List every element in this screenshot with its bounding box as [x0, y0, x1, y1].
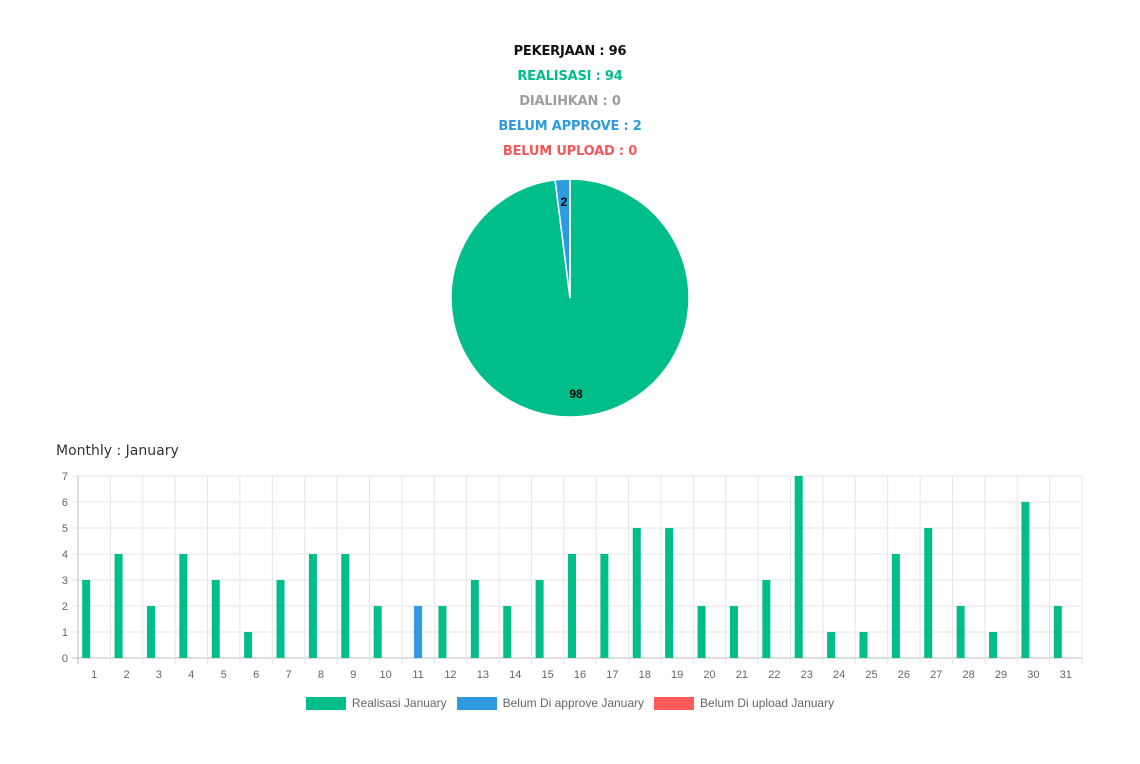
bar-0-6[interactable] — [244, 632, 253, 658]
bar-0-16[interactable] — [568, 554, 576, 658]
dialihkan-total: DIALIHKAN : 0 — [519, 94, 621, 109]
bar-0-20[interactable] — [697, 606, 706, 658]
x-tick-label: 11 — [412, 669, 423, 681]
x-tick-label: 15 — [541, 669, 553, 681]
y-tick-label: 7 — [62, 471, 68, 483]
bar-0-31[interactable] — [1053, 606, 1062, 658]
bar-0-4[interactable] — [179, 554, 188, 658]
bar-1-11[interactable] — [414, 606, 423, 658]
bar-0-7[interactable] — [276, 580, 285, 658]
bar-0-18[interactable] — [632, 528, 641, 658]
x-tick-label: 28 — [963, 669, 975, 681]
bar-0-22[interactable] — [762, 580, 771, 658]
bar-0-14[interactable] — [503, 606, 512, 658]
bar-0-26[interactable] — [891, 554, 900, 658]
bar-0-17[interactable] — [600, 554, 609, 658]
bar-0-27[interactable] — [924, 528, 933, 658]
x-tick-label: 30 — [1027, 669, 1039, 681]
bar-0-12[interactable] — [438, 606, 447, 658]
x-tick-label: 26 — [898, 669, 910, 681]
x-tick-label: 9 — [350, 669, 356, 681]
x-tick-label: 19 — [671, 669, 683, 681]
x-tick-label: 10 — [380, 669, 392, 681]
legend-item-2[interactable]: Belum Di upload January — [654, 696, 834, 710]
bar-0-3[interactable] — [146, 606, 155, 658]
bar-0-15[interactable] — [535, 580, 544, 658]
bar-0-1[interactable] — [82, 580, 91, 658]
x-tick-label: 7 — [285, 669, 291, 681]
x-tick-label: 18 — [639, 669, 651, 681]
x-tick-label: 12 — [444, 669, 456, 681]
x-tick-label: 6 — [253, 669, 259, 681]
pie-slice-1[interactable] — [554, 178, 571, 299]
legend-label: Realisasi January — [351, 696, 447, 710]
x-tick-label: 22 — [768, 669, 780, 681]
bar-0-28[interactable] — [956, 606, 965, 658]
x-tick-label: 14 — [509, 669, 521, 681]
belum-upload-total: BELUM UPLOAD : 0 — [502, 144, 638, 159]
y-tick-label: 4 — [62, 549, 68, 561]
bar-0-23[interactable] — [794, 476, 803, 658]
pekerjaan-total: PEKERJAAN : 96 — [513, 44, 627, 59]
legend-item-1[interactable]: Belum Di approve January — [456, 696, 645, 710]
x-tick-label: 4 — [188, 669, 194, 681]
bar-0-10[interactable] — [373, 606, 382, 658]
y-tick-label: 0 — [62, 653, 68, 665]
monthly-title: Monthly : January — [56, 443, 179, 459]
y-tick-label: 2 — [62, 601, 68, 613]
pie-chart: 98 2 — [450, 178, 690, 418]
x-tick-label: 31 — [1060, 669, 1072, 681]
bar-0-8[interactable] — [308, 554, 317, 658]
x-tick-label: 1 — [91, 669, 97, 681]
bar-0-29[interactable] — [989, 632, 998, 658]
bar-0-24[interactable] — [827, 632, 836, 658]
x-tick-label: 13 — [477, 669, 489, 681]
legend-swatch — [456, 696, 497, 710]
y-tick-label: 5 — [62, 523, 68, 535]
legend-swatch — [305, 696, 346, 710]
bar-0-13[interactable] — [470, 580, 479, 658]
bar-0-30[interactable] — [1021, 502, 1030, 658]
x-tick-label: 8 — [318, 669, 324, 681]
x-tick-label: 2 — [124, 669, 130, 681]
legend-label: Belum Di approve January — [502, 696, 645, 710]
x-tick-label: 29 — [995, 669, 1007, 681]
pie-slice-label-0: 98 — [569, 387, 583, 401]
bar-0-19[interactable] — [665, 528, 674, 658]
belum-approve-total: BELUM APPROVE : 2 — [498, 119, 642, 134]
x-tick-label: 21 — [736, 669, 748, 681]
x-tick-label: 23 — [801, 669, 813, 681]
realisasi-total: REALISASI : 94 — [517, 69, 623, 84]
x-tick-label: 24 — [833, 669, 845, 681]
y-tick-label: 1 — [62, 627, 68, 639]
bar-0-21[interactable] — [729, 606, 738, 658]
bar-0-25[interactable] — [859, 632, 868, 658]
x-tick-label: 17 — [606, 669, 618, 681]
x-tick-label: 20 — [703, 669, 715, 681]
x-tick-label: 16 — [574, 669, 586, 681]
legend-swatch — [654, 696, 695, 710]
summary-stats: PEKERJAAN : 96 REALISASI : 94 DIALIHKAN … — [0, 42, 1140, 167]
bar-0-2[interactable] — [114, 554, 123, 658]
x-tick-label: 5 — [221, 669, 227, 681]
x-tick-label: 3 — [156, 669, 162, 681]
chart-legend: Realisasi January Belum Di approve Januar… — [0, 696, 1140, 710]
pie-slice-label-1: 2 — [561, 195, 568, 209]
y-tick-label: 3 — [62, 575, 68, 587]
bar-0-5[interactable] — [211, 580, 220, 658]
y-tick-label: 6 — [62, 497, 68, 509]
legend-label: Belum Di upload January — [700, 696, 835, 710]
x-tick-label: 25 — [865, 669, 877, 681]
legend-item-0[interactable]: Realisasi January — [305, 696, 447, 710]
x-tick-label: 27 — [930, 669, 942, 681]
bar-0-9[interactable] — [341, 554, 350, 658]
